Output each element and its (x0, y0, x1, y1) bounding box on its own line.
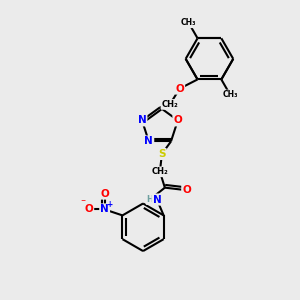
Text: N: N (145, 136, 153, 146)
Text: ⁻: ⁻ (80, 199, 86, 208)
Text: CH₃: CH₃ (181, 18, 197, 27)
Text: N: N (100, 204, 109, 214)
Text: CH₂: CH₂ (152, 167, 168, 176)
Text: O: O (182, 184, 191, 195)
Text: S: S (158, 149, 166, 159)
Text: O: O (84, 204, 93, 214)
Text: N: N (138, 116, 146, 125)
Text: +: + (106, 200, 113, 209)
Text: O: O (173, 116, 182, 125)
Text: N: N (153, 194, 161, 205)
Text: CH₃: CH₃ (223, 90, 238, 99)
Text: O: O (100, 189, 109, 199)
Text: O: O (175, 84, 184, 94)
Text: H: H (147, 195, 153, 204)
Text: CH₂: CH₂ (161, 100, 178, 109)
